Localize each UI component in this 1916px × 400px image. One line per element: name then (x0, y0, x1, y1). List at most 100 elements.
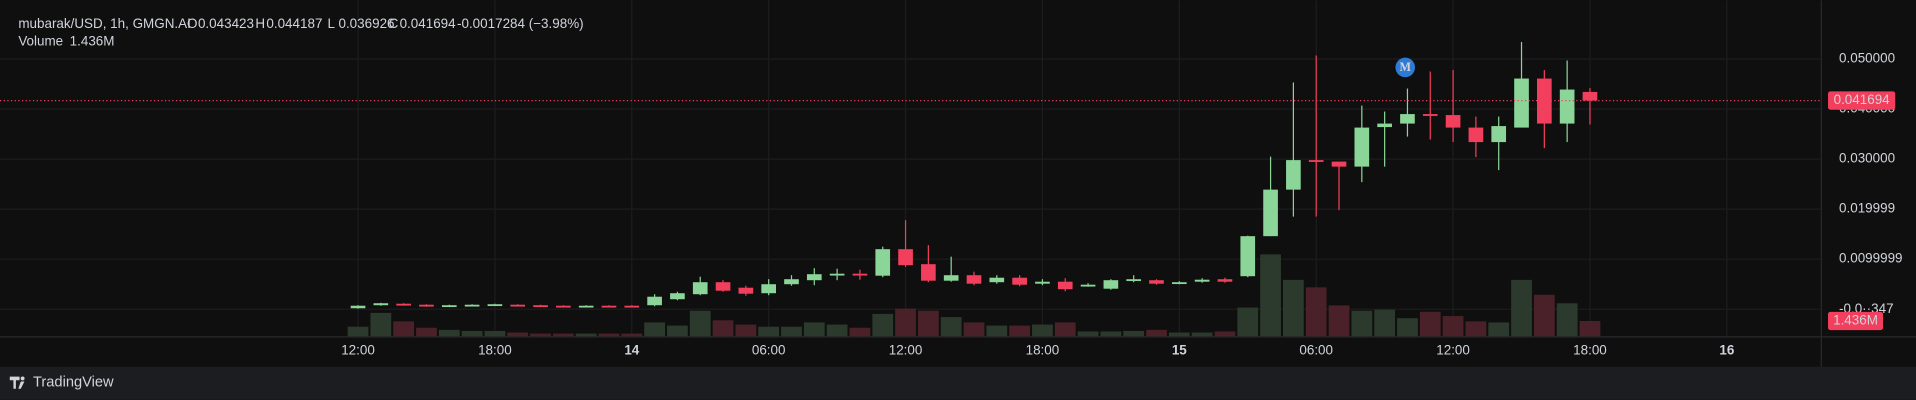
legend-value: 0.036926 (338, 16, 394, 31)
volume-bar (735, 324, 757, 337)
legend-value: 0.043423 (198, 16, 254, 31)
volume-bar (781, 326, 802, 337)
candle-body (738, 287, 754, 294)
candle-body (966, 275, 982, 284)
tradingview-logo: TradingView (9, 375, 114, 391)
candle-body (1422, 114, 1438, 116)
volume-bar (1237, 307, 1259, 337)
volume-bar (393, 321, 415, 337)
volume-bar (712, 320, 734, 337)
legend-value: 0.044187 (266, 16, 322, 31)
event-marker-label: M (1399, 60, 1411, 74)
volume-bar (1054, 322, 1076, 337)
candle-body (1377, 123, 1392, 128)
volume-bar (826, 324, 848, 337)
volume-bar (1009, 325, 1031, 337)
x-tick-label: 12:00 (341, 342, 375, 357)
candle-body (601, 305, 617, 308)
candle-body (1012, 277, 1027, 285)
volume-bar (1077, 331, 1099, 337)
candle-body (943, 275, 959, 281)
volume-bar (1488, 322, 1510, 337)
candle-body (1035, 281, 1050, 284)
volume-bar (963, 322, 985, 337)
volume-bar (621, 333, 643, 337)
candle-body (396, 303, 411, 306)
volume-bar (598, 333, 620, 337)
volume-bar (1100, 331, 1122, 337)
candle-body (1354, 127, 1370, 167)
volume-bar (1533, 294, 1555, 337)
volume-bar (667, 325, 688, 337)
x-tick-label: 18:00 (478, 342, 512, 357)
x-tick-label: 15 (1172, 342, 1187, 357)
price-tag: 0.041694 (1834, 92, 1891, 107)
candle-body (1559, 89, 1575, 124)
volume-bar (370, 312, 392, 337)
candle-body (692, 282, 708, 295)
volume-bar (1191, 332, 1213, 337)
volume-bar (1214, 331, 1236, 337)
volume-bar (1146, 329, 1167, 337)
price-tag-bg (1828, 91, 1896, 110)
candle-body (1468, 127, 1484, 143)
legend-key: C (389, 16, 399, 31)
candle-body (1240, 236, 1256, 277)
candle-body (1582, 91, 1598, 101)
volume-bar (1511, 279, 1532, 337)
candle-body (1445, 115, 1461, 128)
candle-body (510, 304, 526, 307)
candle-body (464, 304, 480, 307)
volume-bar (484, 330, 506, 337)
candle-body (556, 305, 571, 308)
candle-body (1103, 280, 1119, 289)
logo-icon (9, 376, 25, 389)
volume-bar (1442, 316, 1464, 337)
volume-bar (1579, 320, 1601, 337)
candle-body (1126, 279, 1142, 282)
volume-bar (1351, 310, 1373, 337)
candle-body (761, 284, 777, 294)
volume-tag: 1.436M (1833, 313, 1878, 328)
candle-body (350, 305, 366, 309)
volume-bar (575, 333, 597, 337)
volume-bar (986, 325, 1008, 337)
candle-body (419, 304, 434, 307)
volume-bar (1123, 330, 1145, 337)
candle-body (852, 273, 868, 276)
volume-bar (1168, 332, 1190, 337)
volume-bar (895, 308, 916, 337)
volume-bar (1374, 309, 1396, 337)
volume-bar (644, 322, 665, 337)
x-tick-label: 16 (1719, 342, 1734, 357)
volume-layer (347, 254, 1601, 337)
footer-bar (0, 366, 1916, 400)
volume-bar (1328, 305, 1350, 337)
candle-body (624, 305, 640, 308)
x-tick-label: 14 (624, 342, 639, 357)
event-marker (1395, 57, 1416, 78)
candle-body (1331, 161, 1347, 167)
legend-change: -0.0017284 (−3.98%) (457, 16, 584, 31)
legend-key: L (327, 16, 335, 31)
candle-body (578, 305, 594, 308)
candle-body (784, 279, 799, 285)
brand: TradingView (33, 375, 114, 391)
volume-bar (1465, 321, 1487, 337)
candle-body (1217, 279, 1233, 282)
candle-body (487, 304, 503, 307)
volume-bar (917, 310, 939, 337)
volume-bar (1556, 303, 1578, 337)
volume-bar (347, 326, 369, 337)
x-tick-label: 18:00 (1026, 342, 1060, 357)
candle-body (1308, 160, 1324, 162)
legend-key: H (255, 16, 265, 31)
volume-bar (1305, 287, 1327, 337)
candle-body (373, 303, 389, 306)
volume-tag-bg (1828, 311, 1884, 331)
x-tick-label: 18:00 (1573, 342, 1607, 357)
volume-bar (552, 333, 574, 337)
volume-bar (872, 313, 894, 337)
